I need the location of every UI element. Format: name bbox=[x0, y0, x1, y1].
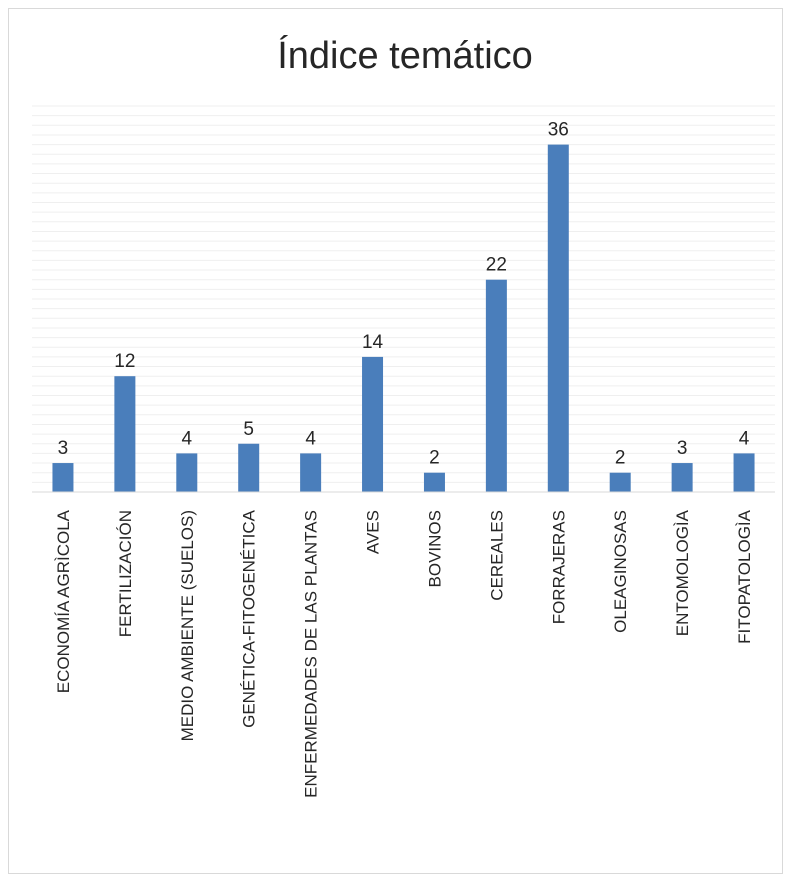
category-label-10: ENTOMOLOGÌA bbox=[673, 509, 692, 636]
category-label-9: OLEAGINOSAS bbox=[611, 510, 630, 633]
data-label-5: 14 bbox=[362, 332, 384, 353]
category-label-5: AVES bbox=[364, 510, 383, 554]
bar-6 bbox=[423, 472, 445, 492]
bar-5 bbox=[362, 356, 384, 492]
data-label-9: 2 bbox=[615, 448, 626, 469]
data-label-10: 3 bbox=[677, 438, 688, 459]
category-label-4: ENFERMEDADES DE LAS PLANTAS bbox=[302, 510, 321, 798]
data-label-2: 4 bbox=[182, 428, 193, 449]
bar-8 bbox=[547, 144, 569, 492]
category-label-3: GENÉTICA-FITOGENÉTICA bbox=[240, 509, 259, 728]
bar-10 bbox=[671, 463, 693, 492]
data-label-0: 3 bbox=[58, 438, 69, 459]
category-label-1: FERTILIZACIÓN bbox=[116, 510, 135, 637]
bar-11 bbox=[733, 453, 755, 492]
category-label-2: MEDIO AMBIENTE (SUELOS) bbox=[178, 510, 197, 741]
category-label-11: FITOPATOLOGÌA bbox=[735, 509, 754, 643]
bar-9 bbox=[609, 472, 631, 492]
data-label-7: 22 bbox=[486, 255, 507, 276]
category-labels: ECONOMÍA AGRÌCOLA FERTILIZACIÓN MEDIO AMBI… bbox=[54, 509, 754, 797]
data-label-4: 4 bbox=[305, 428, 316, 449]
category-label-7: CEREALES bbox=[487, 510, 506, 601]
bars bbox=[52, 144, 755, 492]
category-label-0: ECONOMÍA AGRÌCOLA bbox=[54, 509, 73, 693]
bar-2 bbox=[176, 453, 198, 492]
chart-frame bbox=[8, 8, 783, 874]
data-label-3: 5 bbox=[243, 419, 254, 440]
data-label-6: 2 bbox=[429, 448, 440, 469]
data-label-1: 12 bbox=[114, 351, 135, 372]
bar-1 bbox=[114, 376, 136, 492]
category-label-6: BOVINOS bbox=[425, 510, 444, 587]
bar-0 bbox=[52, 463, 74, 492]
data-label-8: 36 bbox=[548, 120, 569, 141]
category-label-8: FORRAJERAS bbox=[549, 510, 568, 624]
data-label-11: 4 bbox=[739, 428, 750, 449]
bar-4 bbox=[300, 453, 322, 492]
chart-title: Índice temático bbox=[277, 34, 533, 77]
bar-3 bbox=[238, 443, 260, 492]
bar-7 bbox=[485, 279, 507, 492]
gridlines bbox=[32, 105, 775, 483]
